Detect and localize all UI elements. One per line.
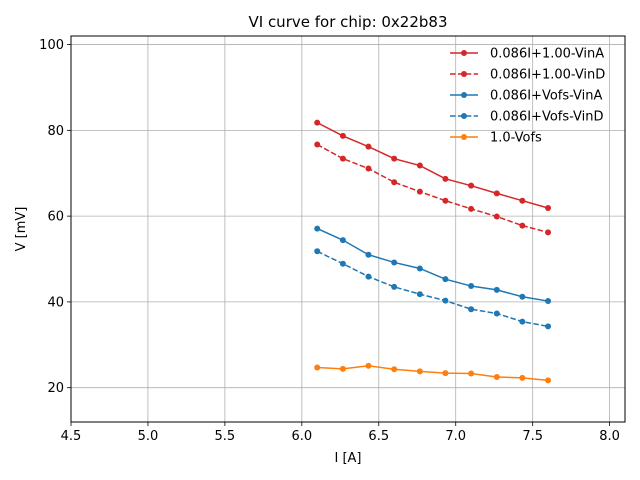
x-tick-label: 7.5 [522, 429, 543, 444]
data-point [468, 370, 475, 377]
series-1 [314, 141, 552, 236]
data-point [468, 283, 475, 290]
legend-item: 1.0-Vofs [450, 131, 542, 146]
data-point [493, 286, 500, 293]
legend: 0.086I+1.00-VinA 0.086I+1.00-VinD 0.086I+V… [450, 47, 605, 146]
data-point [416, 291, 423, 298]
legend-swatch-marker [461, 71, 467, 77]
series-4 [314, 362, 552, 384]
data-point [519, 318, 526, 325]
data-point [314, 141, 321, 148]
data-point [519, 293, 526, 300]
x-tick-label: 5.5 [215, 429, 236, 444]
data-point [391, 259, 398, 266]
data-point [442, 370, 449, 377]
y-axis-label: V [mV] [14, 207, 29, 252]
data-point [365, 251, 372, 258]
data-point [519, 197, 526, 204]
legend-label: 0.086I+Vofs-VinA [490, 89, 603, 104]
data-point [314, 225, 321, 232]
series-line [316, 227, 549, 302]
series-2 [314, 225, 552, 305]
data-point [468, 205, 475, 212]
data-point [442, 175, 449, 182]
x-tick-label: 4.5 [61, 429, 82, 444]
data-point [442, 197, 449, 204]
data-point [442, 276, 449, 283]
data-point [339, 260, 346, 267]
legend-swatch-marker [461, 50, 467, 56]
data-point [545, 204, 552, 211]
data-point [339, 132, 346, 139]
data-point [468, 182, 475, 189]
data-point [493, 213, 500, 220]
y-tick-label: 80 [47, 124, 64, 139]
chart-title: VI curve for chip: 0x22b83 [248, 13, 447, 31]
x-axis-label: I [A] [334, 451, 361, 466]
data-point [545, 298, 552, 305]
data-point [365, 362, 372, 369]
data-point [339, 365, 346, 372]
data-point [545, 323, 552, 330]
series-line [316, 250, 549, 328]
data-point [545, 229, 552, 236]
plot-series [314, 119, 552, 384]
axis-ticks: 4.5 5.0 5.5 6.0 6.5 7.0 7.5 8.0 20 40 60 80 100 [39, 38, 620, 444]
legend-label: 1.0-Vofs [490, 131, 542, 146]
data-point [365, 273, 372, 280]
data-point [391, 179, 398, 186]
x-tick-label: 8.0 [599, 429, 620, 444]
data-point [391, 283, 398, 290]
data-point [468, 306, 475, 313]
data-point [493, 373, 500, 380]
y-tick-label: 60 [47, 210, 64, 225]
data-point [519, 374, 526, 381]
legend-label: 0.086I+Vofs-VinD [490, 110, 604, 125]
legend-swatch-marker [461, 92, 467, 98]
data-point [519, 222, 526, 229]
data-point [416, 368, 423, 375]
data-point [314, 119, 321, 126]
data-point [416, 188, 423, 195]
legend-swatch-marker [461, 113, 467, 119]
data-point [314, 248, 321, 255]
y-tick-label: 100 [39, 38, 64, 53]
data-point [416, 265, 423, 272]
legend-item: 0.086I+1.00-VinD [450, 68, 605, 83]
x-tick-label: 6.5 [368, 429, 389, 444]
series-3 [314, 248, 552, 330]
x-tick-label: 6.0 [291, 429, 312, 444]
data-point [365, 165, 372, 172]
grid-lines [70, 36, 625, 422]
data-point [314, 364, 321, 371]
series-line [317, 365, 549, 382]
x-tick-label: 7.0 [445, 429, 466, 444]
data-point [339, 155, 346, 162]
legend-label: 0.086I+1.00-VinA [490, 47, 604, 62]
data-point [493, 190, 500, 197]
data-point [339, 237, 346, 244]
y-tick-label: 20 [47, 381, 64, 396]
series-0 [314, 119, 552, 211]
data-point [416, 162, 423, 169]
series-line [316, 143, 549, 234]
data-point [391, 155, 398, 162]
data-point [545, 377, 552, 384]
data-point [365, 143, 372, 150]
legend-item: 0.086I+1.00-VinA [450, 47, 604, 62]
y-tick-label: 40 [47, 295, 64, 310]
data-point [493, 310, 500, 317]
legend-item: 0.086I+Vofs-VinA [450, 89, 603, 104]
legend-item: 0.086I+Vofs-VinD [450, 110, 604, 125]
plot-frame [70, 35, 626, 423]
series-line [316, 121, 549, 209]
data-point [391, 366, 398, 373]
x-tick-label: 5.0 [138, 429, 159, 444]
data-point [442, 297, 449, 304]
legend-label: 0.086I+1.00-VinD [490, 68, 605, 83]
legend-swatch-marker [461, 134, 467, 140]
